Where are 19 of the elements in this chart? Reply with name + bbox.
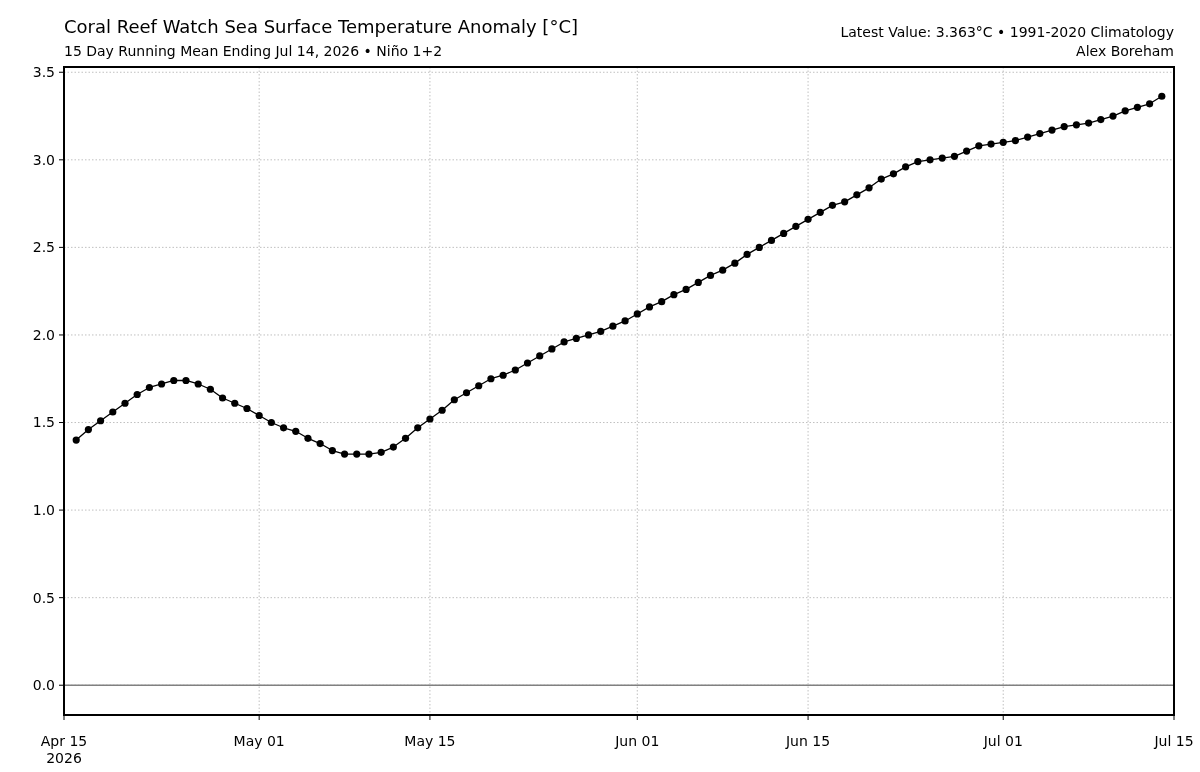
x-tick-label: Jul 15: [1153, 733, 1194, 749]
x-tick-label: May 01: [233, 733, 285, 749]
y-tick-label: 2.0: [32, 326, 55, 343]
text: Alex Boreham: [1076, 43, 1174, 59]
y-tick-label: 3.5: [32, 64, 55, 81]
x-tick-label: Apr 15 2026: [40, 733, 88, 766]
text: Latest Value: 3.363°C • 1991-2020 Climatology: [840, 24, 1174, 40]
y-tick-label: 1.5: [32, 414, 55, 431]
y-tick-label: 3.0: [32, 151, 55, 168]
chart-subtitle: 15 Day Running Mean Ending Jul 14, 2026 • Niño 1+2: [64, 43, 443, 59]
chart-title: Coral Reef Watch Sea Surface Temperature Anomaly [°C]: [64, 16, 578, 37]
y-tick-label: 2.5: [32, 239, 55, 256]
x-tick-label: Jun 01: [614, 733, 660, 749]
y-tick-label: 1.0: [32, 501, 55, 518]
y-tick-label: 0.5: [32, 589, 55, 606]
y-tick-label: 0.0: [32, 677, 55, 694]
x-tick-label: May 15: [404, 733, 456, 749]
x-tick-label: Jun 15: [785, 733, 831, 749]
x-tick-label: Jul 01: [982, 733, 1023, 749]
